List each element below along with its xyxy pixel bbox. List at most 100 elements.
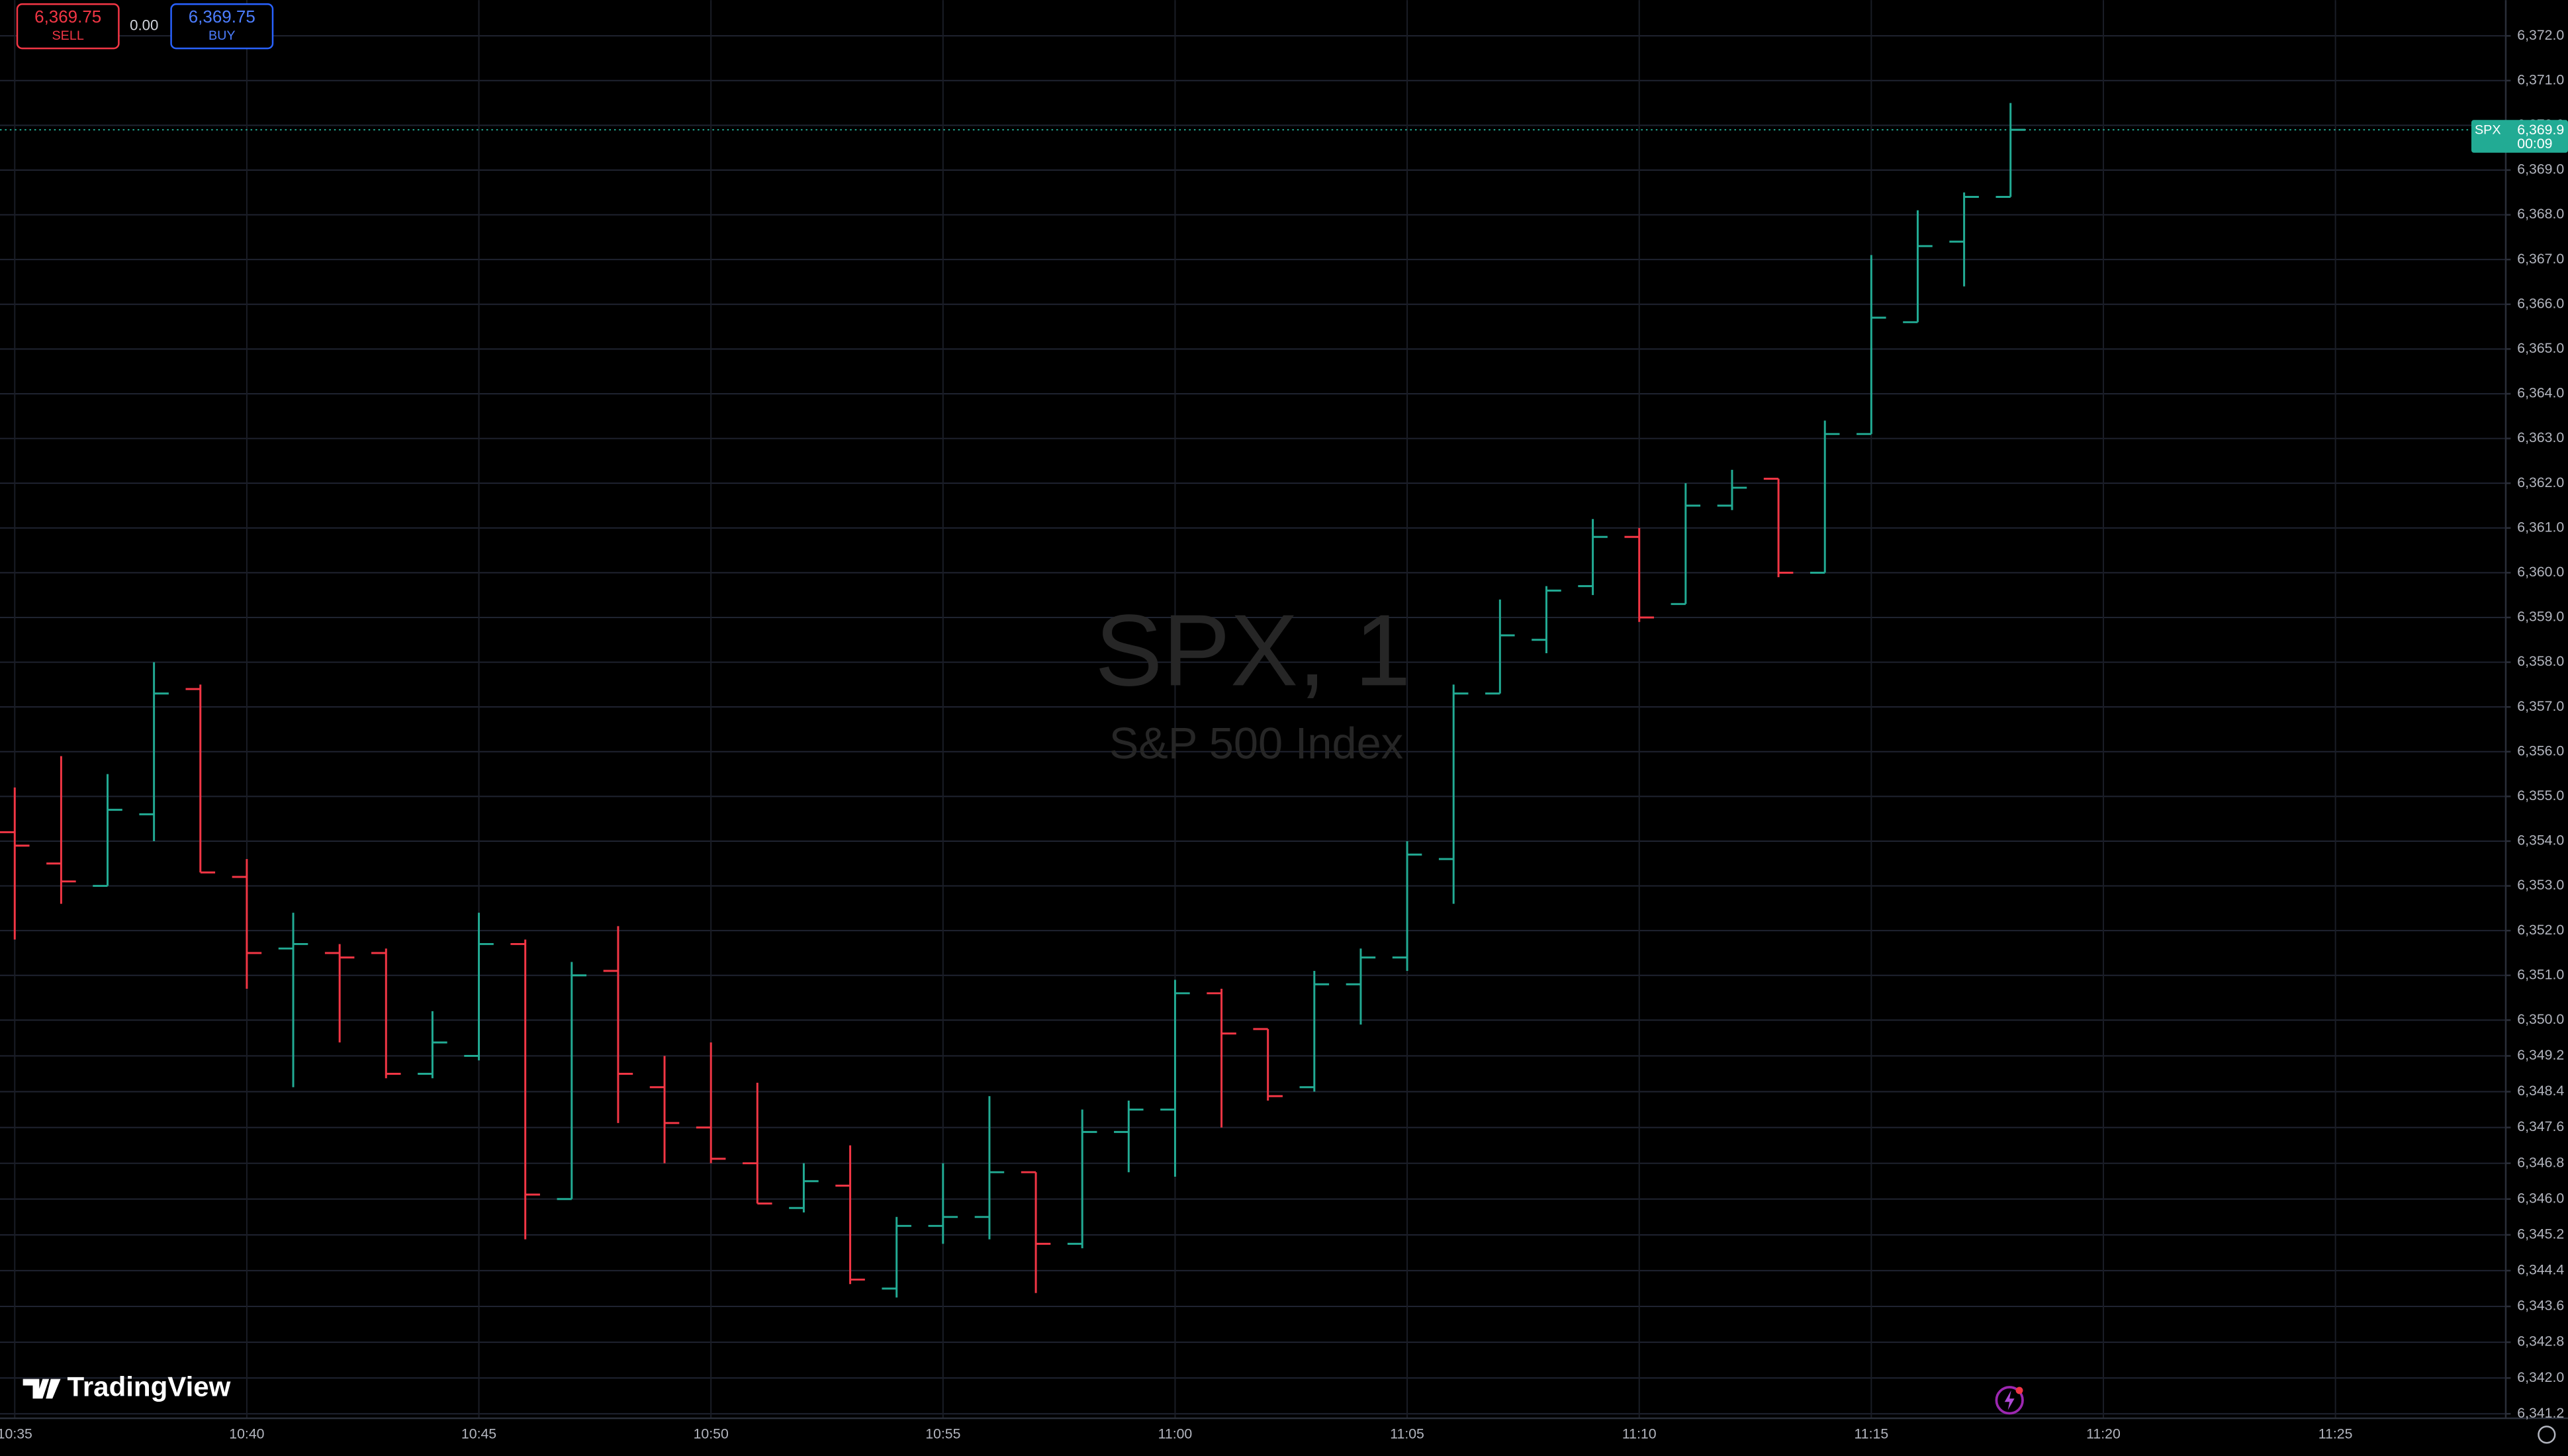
settings-icon[interactable] [2538,1426,2556,1444]
y-tick-label: 6,342.8 [2517,1334,2564,1349]
watermark-subtitle: S&P 500 Index [1109,719,1403,768]
y-tick-label: 6,343.6 [2517,1298,2564,1314]
x-tick-label: 11:15 [1855,1426,1889,1441]
y-tick-label: 6,371.0 [2517,71,2564,87]
x-tick-label: 10:35 [0,1426,32,1441]
ohlc-bar [882,1216,911,1298]
y-tick-label: 6,366.0 [2517,295,2564,311]
ohlc-bar [418,1011,447,1079]
last-price-symbol: SPX [2475,123,2501,138]
ohlc-bar [1160,979,1190,1177]
alert-icon[interactable] [1995,1386,2024,1415]
ohlc-bar [1763,477,1794,578]
sell-button[interactable] [16,3,120,50]
ohlc-bar [928,1163,958,1244]
y-tick-label: 6,350.0 [2517,1011,2564,1027]
axes: 6,372.06,371.06,370.06,369.06,368.06,367… [0,27,2568,1441]
buy-button[interactable] [170,3,274,50]
sell-label: SELL [52,28,83,43]
y-tick-label: 6,361.0 [2517,519,2564,535]
ohlc-bar [93,774,122,887]
ohlc-bar [139,662,169,841]
y-tick-label: 6,348.4 [2517,1083,2564,1099]
x-tick-label: 10:40 [229,1426,264,1441]
ohlc-bar [1299,971,1330,1092]
y-tick-label: 6,353.0 [2517,877,2564,893]
y-tick-label: 6,357.0 [2517,698,2564,714]
ohlc-bar [1578,519,1608,596]
ohlc-bar [1207,989,1236,1128]
ohlc-bar [278,913,308,1087]
ohlc-bar [1532,586,1561,654]
ohlc-bar [1067,1109,1097,1249]
ohlc-bar [1392,841,1422,972]
brand-name: TradingView [67,1371,230,1402]
ohlc-bar [1624,527,1654,622]
ohlc-bar [0,787,30,940]
x-tick-label: 11:20 [2086,1426,2121,1441]
ohlc-bar [696,1042,726,1163]
y-tick-label: 6,356.0 [2517,743,2564,758]
y-tick-label: 6,347.6 [2517,1118,2564,1134]
ohlc-bar [185,684,216,874]
y-tick-label: 6,344.4 [2517,1262,2564,1278]
ohlc-bar [557,962,587,1201]
buy-price: 6,369.75 [189,7,255,26]
x-tick-label: 10:50 [694,1426,729,1441]
ohlc-bar [835,1145,865,1285]
ohlc-bar [743,1083,772,1205]
ohlc-bar [1717,469,1747,510]
ohlc-bar [974,1096,1005,1240]
y-tick-label: 6,358.0 [2517,653,2564,669]
x-tick-label: 11:25 [2318,1426,2353,1441]
ohlc-bar [1903,210,1933,324]
ohlc-bar [1995,103,2026,199]
ohlc-bar [1346,948,1376,1025]
last-price-tag [2471,120,2568,153]
ohlc-bar [1021,1171,1051,1293]
alert-bolt [2004,1390,2015,1410]
bars [0,103,2026,1298]
y-tick-label: 6,360.0 [2517,564,2564,580]
y-tick-label: 6,349.2 [2517,1047,2564,1063]
alert-circle [1995,1386,2024,1415]
ohlc-bar [649,1056,680,1163]
ohlc-bar [232,859,262,989]
y-tick-label: 6,367.0 [2517,251,2564,267]
ohlc-bar [603,926,633,1123]
brand-logo: TradingView [23,1371,231,1402]
x-tick-label: 11:10 [1622,1426,1657,1441]
y-tick-label: 6,365.0 [2517,340,2564,356]
grid [0,0,2506,1418]
x-tick-label: 10:55 [925,1426,960,1441]
watermark-title: SPX, 1 [1095,593,1411,707]
ohlc-bar [464,913,494,1061]
ohlc-bar [1857,255,1886,435]
ohlc-bar [510,939,540,1240]
y-tick-label: 6,341.2 [2517,1405,2564,1421]
y-tick-label: 6,362.0 [2517,475,2564,490]
ohlc-bar [324,944,355,1043]
x-tick-label: 10:45 [461,1426,496,1441]
y-tick-label: 6,345.2 [2517,1226,2564,1242]
ohlc-bar [789,1163,819,1213]
y-tick-label: 6,364.0 [2517,385,2564,401]
y-tick-label: 6,346.0 [2517,1190,2564,1206]
last-price-label: 6,369.9 [2517,122,2564,138]
y-tick-label: 6,352.0 [2517,922,2564,938]
y-tick-label: 6,346.8 [2517,1154,2564,1170]
x-tick-label: 11:00 [1158,1426,1193,1441]
ohlc-bar [1485,599,1515,695]
y-tick-label: 6,354.0 [2517,833,2564,848]
y-tick-label: 6,355.0 [2517,788,2564,803]
ohlc-bar [46,756,76,904]
y-tick-label: 6,342.0 [2517,1369,2564,1385]
ohlc-bar [1253,1028,1283,1101]
ohlc-bar [371,948,401,1079]
alert-dot [2015,1387,2023,1394]
ohlc-bar [1949,192,1979,287]
y-tick-label: 6,363.0 [2517,430,2564,445]
